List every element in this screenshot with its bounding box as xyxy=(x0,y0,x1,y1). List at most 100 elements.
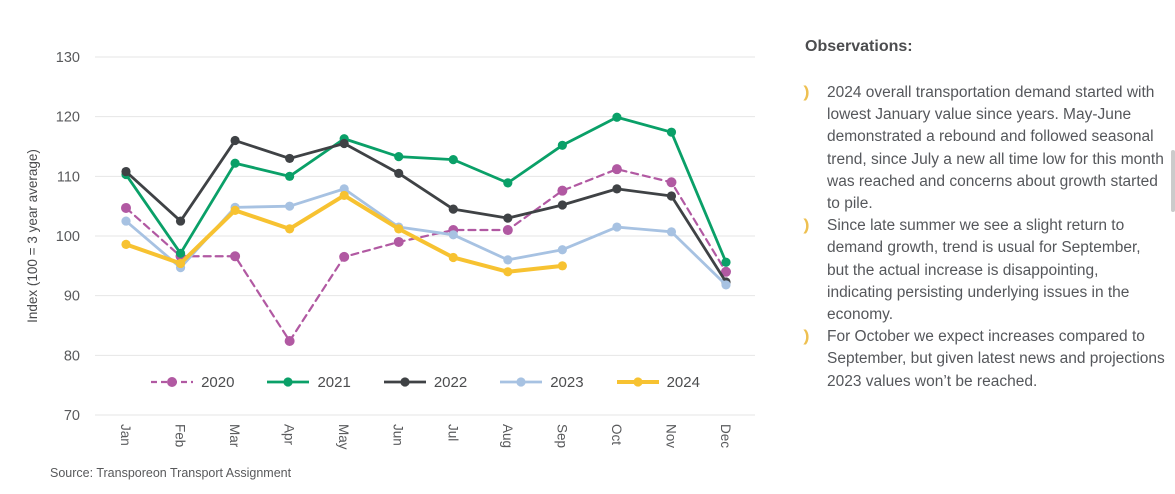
series-marker-2021 xyxy=(394,152,404,162)
observation-item: ) Since late summer we see a slight retu… xyxy=(803,215,1165,326)
x-tick-label-feb: Feb xyxy=(173,424,188,447)
scrollbar-thumb[interactable] xyxy=(1171,150,1175,212)
legend-item-2023: 2023 xyxy=(499,373,584,391)
bullet-icon: ) xyxy=(803,84,810,101)
series-marker-2024 xyxy=(285,224,295,234)
series-line-2022 xyxy=(124,139,728,284)
series-marker-2020 xyxy=(393,236,404,247)
observation-text: For October we expect increases compared… xyxy=(827,328,1165,390)
legend-item-2022: 2022 xyxy=(383,374,467,391)
series-marker-2023 xyxy=(339,184,349,194)
legend-swatch-2023 xyxy=(500,377,543,387)
series-marker-2022 xyxy=(230,135,240,146)
x-tick-label-oct: Oct xyxy=(609,424,624,445)
series-marker-2021 xyxy=(175,248,186,258)
series-marker-2022 xyxy=(121,166,131,177)
observations-panel: Observations: ) 2024 overall transportat… xyxy=(803,38,1165,393)
series-marker-2022 xyxy=(557,200,567,210)
y-tick-label-80: 80 xyxy=(64,348,80,364)
y-tick-label-90: 90 xyxy=(64,289,80,305)
x-tick-label-nov: Nov xyxy=(663,424,678,448)
legend-swatch-2024 xyxy=(616,377,659,387)
y-tick-label-110: 110 xyxy=(57,169,80,185)
chart-plot-area: 130 120 110 100 90 80 70 Jan Feb Mar Apr May Jun Jul A… xyxy=(25,50,755,450)
series-marker-2024 xyxy=(339,190,349,201)
demand-index-chart: 130 120 110 100 90 80 70 Jan Feb Mar Apr May Jun Jul A… xyxy=(25,50,755,480)
legend-swatch-2020 xyxy=(151,377,194,387)
series-line-2020 xyxy=(124,168,728,343)
series-marker-2023 xyxy=(721,280,731,290)
y-tick-label-70: 70 xyxy=(64,408,80,424)
series-marker-2021 xyxy=(557,140,567,150)
observation-item: ) For October we expect increases compar… xyxy=(803,326,1165,393)
series-marker-2021 xyxy=(448,155,458,165)
series-marker-2024 xyxy=(230,205,240,215)
legend-item-2021: 2021 xyxy=(266,373,351,391)
series-marker-2023 xyxy=(121,216,131,226)
x-tick-label-apr: Apr xyxy=(282,424,297,446)
series-marker-2020 xyxy=(339,251,350,262)
series-marker-2022 xyxy=(339,138,349,149)
series-marker-2020 xyxy=(611,164,622,175)
series-marker-2021 xyxy=(666,127,677,137)
series-marker-2022 xyxy=(285,153,295,164)
series-marker-2020 xyxy=(557,185,568,196)
bullet-icon: ) xyxy=(803,217,810,235)
series-marker-2022 xyxy=(394,168,404,178)
legend-label-2022: 2022 xyxy=(433,373,468,391)
x-tick-label-dec: Dec xyxy=(718,424,733,448)
series-marker-2024 xyxy=(121,239,131,249)
legend-swatch-2021 xyxy=(267,377,310,387)
series-marker-2024 xyxy=(557,261,567,271)
series-marker-2022 xyxy=(448,204,458,214)
x-tick-label-jul: Jul xyxy=(445,424,460,441)
chart-legend: 2020 2021 2022 2023 2024 xyxy=(95,369,755,395)
legend-swatch-2022 xyxy=(383,377,426,387)
x-tick-label-may: May xyxy=(336,424,351,450)
series-marker-2023 xyxy=(503,255,513,265)
series-marker-2021 xyxy=(612,112,622,122)
series-marker-2020 xyxy=(502,225,513,236)
legend-label-2024: 2024 xyxy=(666,373,700,391)
series-marker-2022 xyxy=(612,184,622,194)
x-tick-label-mar: Mar xyxy=(227,424,242,448)
series-marker-2021 xyxy=(503,178,513,188)
series-marker-2024 xyxy=(394,224,404,234)
legend-item-2024: 2024 xyxy=(616,374,700,391)
observation-text: Since late summer we see a slight return… xyxy=(827,217,1141,324)
series-marker-2020 xyxy=(666,177,677,188)
series-marker-2020 xyxy=(121,202,131,213)
series-marker-2021 xyxy=(721,257,731,267)
series-marker-2023 xyxy=(448,230,458,240)
y-axis-title: Index (100 = 3 year average) xyxy=(25,149,40,323)
x-tick-label-jan: Jan xyxy=(118,424,133,446)
observation-item: ) 2024 overall transportation demand sta… xyxy=(803,82,1165,215)
observations-title: Observations: xyxy=(805,38,913,55)
series-marker-2022 xyxy=(503,213,513,223)
y-tick-label-100: 100 xyxy=(56,229,80,245)
series-marker-2020 xyxy=(721,266,731,277)
series-marker-2024 xyxy=(175,258,186,269)
legend-label-2020: 2020 xyxy=(201,373,235,391)
series-marker-2024 xyxy=(448,252,458,263)
observation-text: 2024 overall transportation demand start… xyxy=(827,84,1164,213)
legend-label-2021: 2021 xyxy=(317,373,351,391)
series-marker-2024 xyxy=(503,267,513,277)
series-marker-2023 xyxy=(285,201,295,211)
legend-label-2023: 2023 xyxy=(550,373,584,391)
series-marker-2023 xyxy=(666,227,677,237)
series-marker-2020 xyxy=(284,336,295,347)
series-marker-2021 xyxy=(230,158,240,168)
y-tick-label-120: 120 xyxy=(56,110,80,126)
x-tick-label-aug: Aug xyxy=(500,424,515,448)
series-marker-2023 xyxy=(612,222,622,232)
series-line-2021 xyxy=(124,115,728,264)
x-tick-label-sep: Sep xyxy=(554,424,569,448)
observations-list: ) 2024 overall transportation demand sta… xyxy=(803,82,1165,393)
series-marker-2023 xyxy=(557,245,567,255)
source-note: Source: Transporeon Transport Assignment xyxy=(50,466,292,480)
x-tick-label-jun: Jun xyxy=(391,424,406,446)
bullet-icon: ) xyxy=(803,328,810,346)
series-marker-2022 xyxy=(666,191,677,201)
